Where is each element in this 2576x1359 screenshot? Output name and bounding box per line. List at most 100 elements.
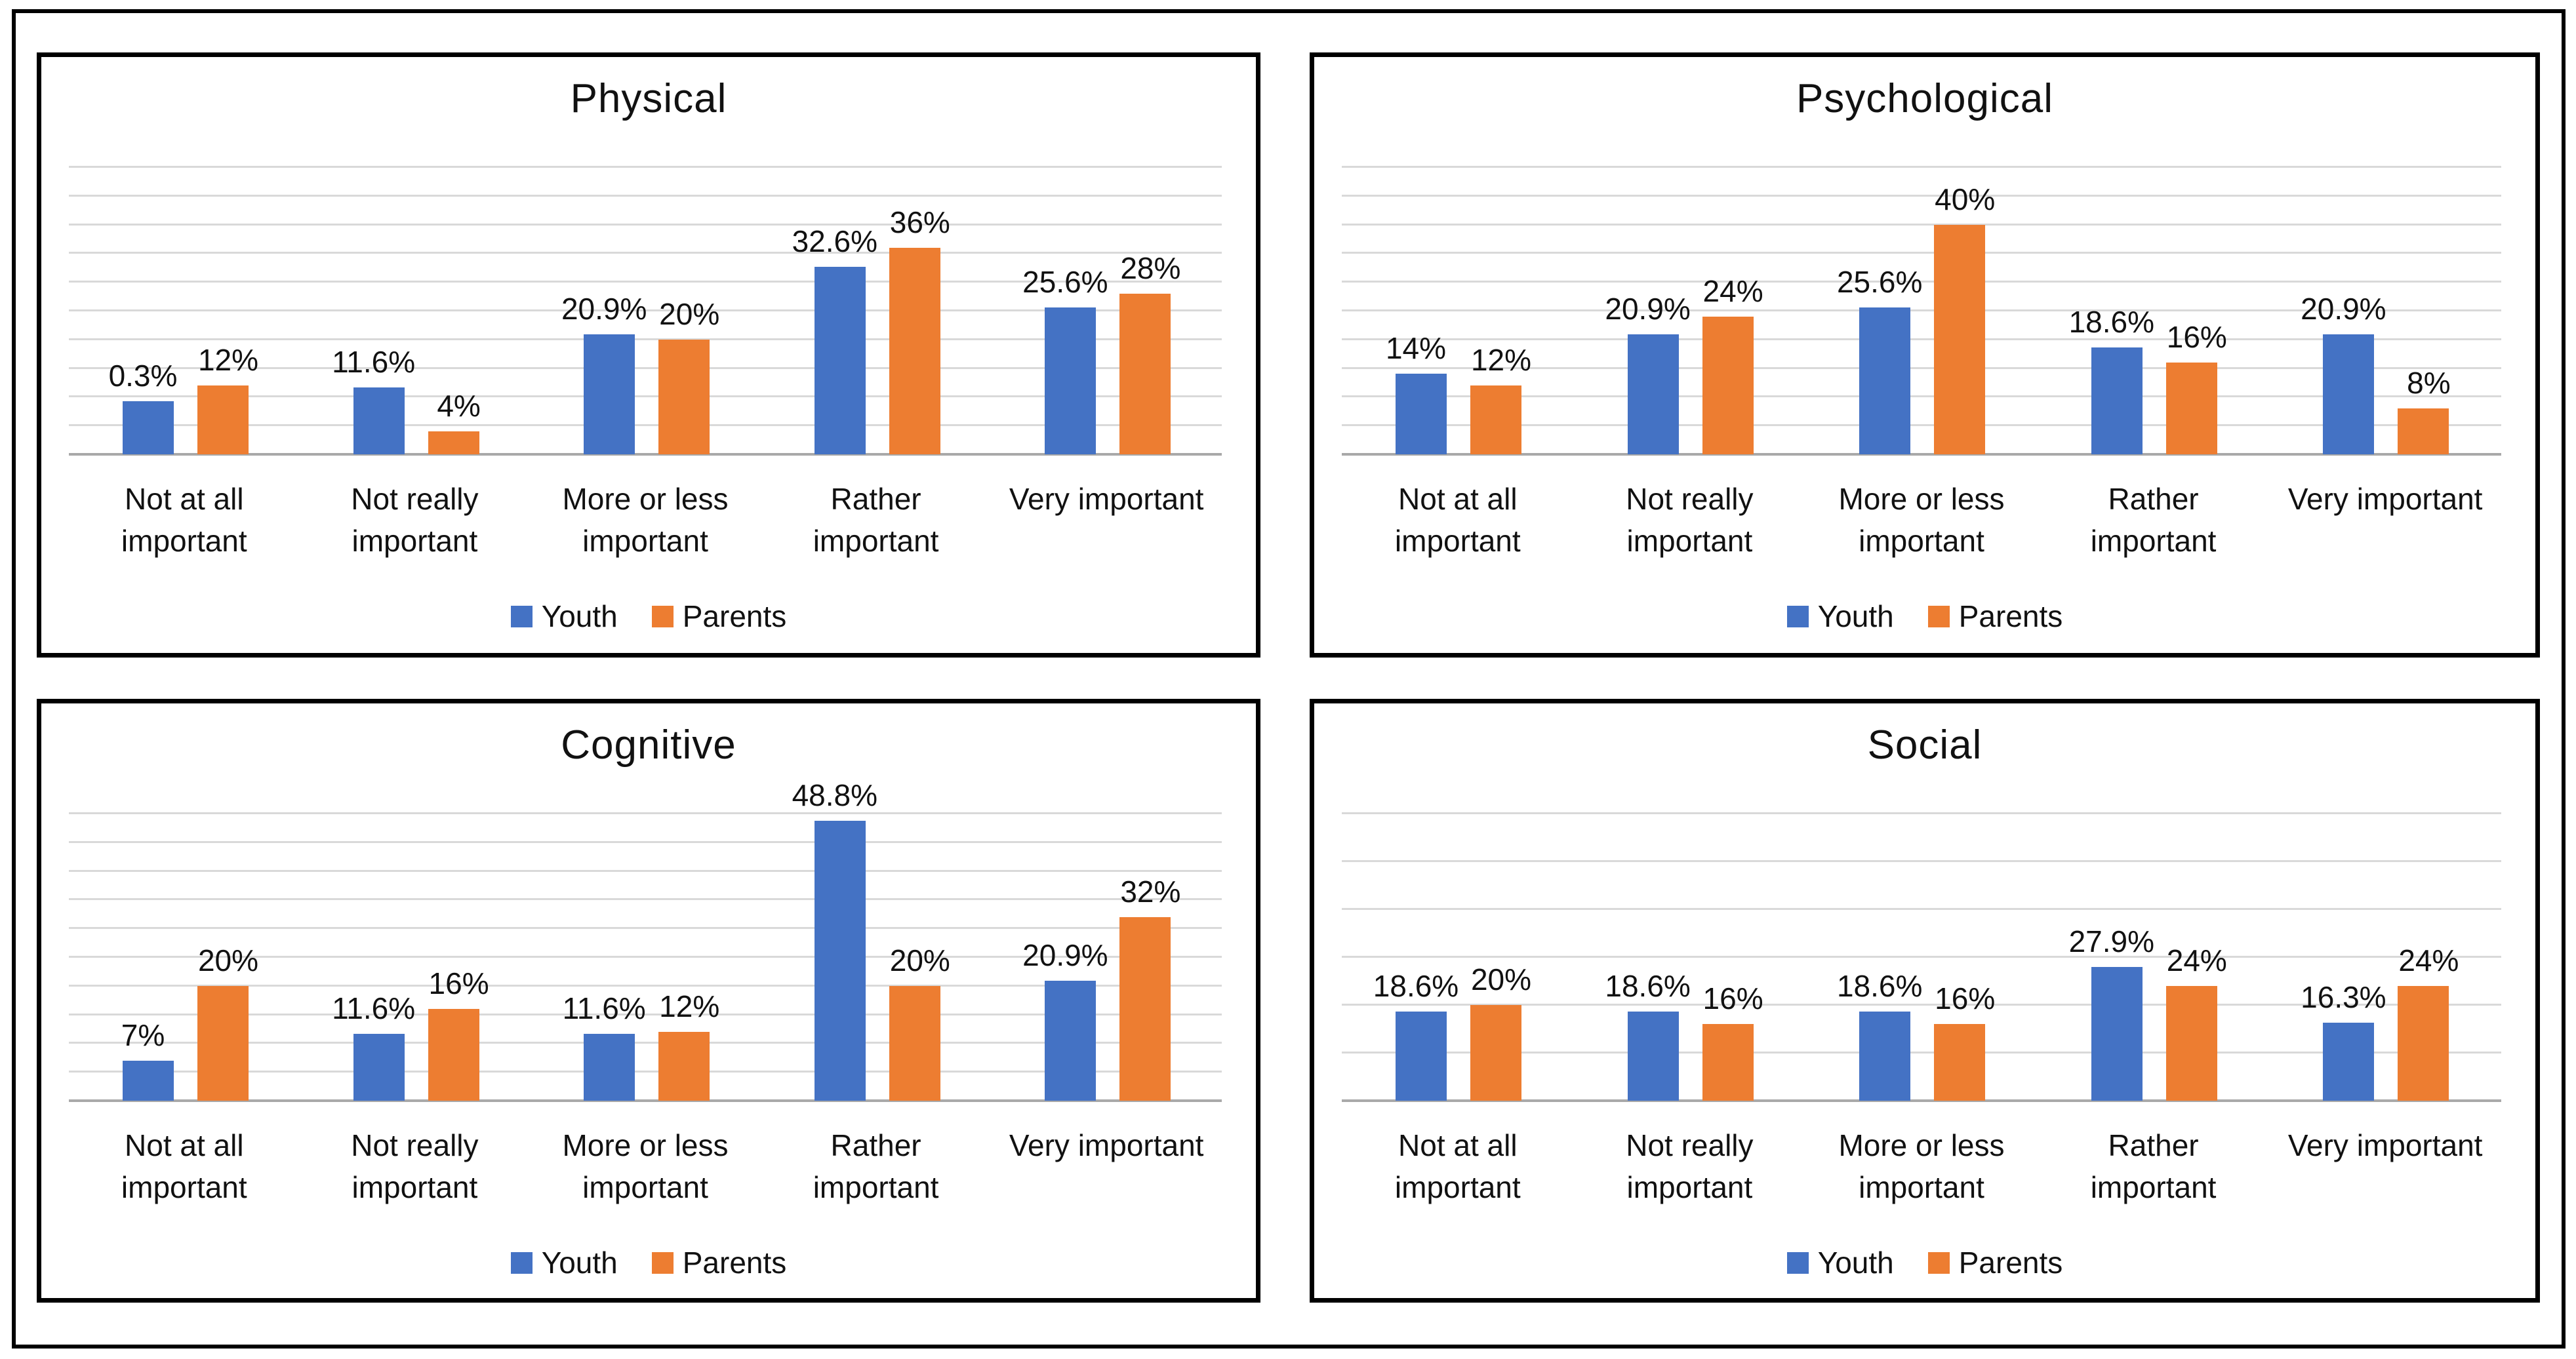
- gridline: [69, 840, 1222, 843]
- category-label-line: Not really: [351, 482, 479, 516]
- chart-panel-physical: Physical 0.3% 12% 11.6% 4% 20.9% 20% 32.6% 36% 25…: [37, 52, 1260, 658]
- category-label-line: Not at all: [125, 1128, 244, 1162]
- category-label-line: More or less: [1838, 482, 2005, 516]
- gridline: [69, 252, 1222, 254]
- category-label-line: important: [2090, 524, 2217, 558]
- bar-group: 20.9% 8%: [2269, 167, 2501, 454]
- legend: Youth Parents: [41, 599, 1256, 634]
- bar-group: 11.6% 12%: [530, 814, 761, 1101]
- bar-youth-1: [1627, 334, 1679, 454]
- gridline: [69, 927, 1222, 930]
- chart-panel-psychological: Psychological 14% 12% 20.9% 24% 25.6% 40% 18.6%…: [1310, 52, 2540, 658]
- bar-value-label: 32%: [1120, 874, 1181, 909]
- gridline: [1342, 252, 2501, 254]
- bar-value-label: 36%: [889, 205, 950, 239]
- gridline: [69, 812, 1222, 814]
- bar-value-label: 18.6%: [1605, 969, 1691, 1004]
- legend-swatch-youth: [1786, 605, 1809, 627]
- category-label: More or less important: [530, 478, 761, 562]
- category-label: Very important: [991, 1124, 1222, 1208]
- bar-value-label: 20.9%: [1605, 291, 1691, 326]
- bar-parents-4: [2398, 408, 2449, 454]
- bar-value-label: 20.9%: [561, 291, 647, 326]
- bar-value-label: 0.3%: [108, 358, 178, 393]
- gridline: [69, 366, 1222, 369]
- bar-value-label: 18.6%: [1836, 969, 1923, 1004]
- gridline: [1342, 366, 2501, 369]
- category-label: More or less important: [1805, 478, 2038, 562]
- bar-value-label: 18.6%: [2068, 305, 2154, 340]
- gridline: [69, 984, 1222, 987]
- bar-group: 16.3% 24%: [2269, 814, 2501, 1101]
- bar-value-label: 48.8%: [792, 778, 877, 812]
- gridline: [69, 194, 1222, 197]
- bar-parents-2: [1934, 1024, 1986, 1101]
- bar-value-label: 16.3%: [2301, 980, 2386, 1015]
- bar-value-label: 12%: [659, 989, 720, 1023]
- bar-parents-2: [658, 1031, 710, 1101]
- bar-parents-0: [1470, 385, 1521, 454]
- bar-youth-0: [123, 401, 174, 454]
- category-label-line: Rather: [2108, 482, 2199, 516]
- bar-parents-2: [1934, 224, 1986, 454]
- category-label: Not really important: [300, 1124, 531, 1208]
- legend-label: Youth: [1817, 1246, 1894, 1280]
- bar-group: 18.6% 16%: [1805, 814, 2038, 1101]
- bar-value-label: 25.6%: [1022, 264, 1108, 299]
- bar-youth-4: [2323, 334, 2375, 454]
- bar-groups: 18.6% 20% 18.6% 16% 18.6% 16% 27.9% 24% 16.3% 24%: [1342, 814, 2501, 1101]
- gridline: [69, 395, 1222, 398]
- legend-swatch-parents: [1927, 605, 1950, 627]
- chart-title: Cognitive: [561, 722, 736, 768]
- category-label: Very important: [2269, 478, 2501, 562]
- bar-youth-3: [2091, 347, 2143, 454]
- category-label-line: Very important: [2287, 1128, 2483, 1162]
- category-label: Not really important: [1574, 478, 1806, 562]
- bar-parents-1: [428, 1008, 479, 1101]
- bar-value-label: 25.6%: [1836, 264, 1923, 299]
- bar-group: 32.6% 36%: [761, 167, 992, 454]
- bar-youth-2: [584, 1034, 635, 1101]
- category-axis: Not at all important Not really important Mo…: [1342, 478, 2501, 562]
- gridline: [1342, 908, 2501, 910]
- category-label-line: Not at all: [125, 482, 244, 516]
- gridline: [69, 1071, 1222, 1073]
- chart-title: Psychological: [1796, 76, 2054, 121]
- bar-youth-2: [584, 334, 635, 454]
- bar-groups: 0.3% 12% 11.6% 4% 20.9% 20% 32.6% 36% 25.6% 28%: [69, 167, 1222, 454]
- gridline: [1342, 812, 2501, 814]
- legend-label: Youth: [1817, 599, 1894, 633]
- x-axis-line: [1342, 453, 2501, 456]
- bar-parents-2: [658, 339, 710, 454]
- bar-value-label: 20%: [889, 943, 950, 977]
- bar-value-label: 20%: [197, 943, 259, 977]
- category-label: Rather important: [2038, 1124, 2270, 1208]
- category-label-line: More or less: [562, 1128, 729, 1162]
- category-label: Not at all important: [1342, 478, 1574, 562]
- category-label: Not at all important: [69, 478, 300, 562]
- category-label-line: Very important: [2287, 482, 2483, 516]
- bar-value-label: 28%: [1120, 250, 1181, 285]
- plot-area: 7% 20% 11.6% 16% 11.6% 12% 48.8% 20% 20.9% 32%: [69, 778, 1222, 1102]
- category-label-line: Not really: [351, 1128, 479, 1162]
- category-label-line: important: [582, 524, 708, 558]
- bar-youth-2: [1859, 1012, 1911, 1101]
- gridline: [1342, 1052, 2501, 1054]
- gridline: [1342, 1004, 2501, 1006]
- category-label: Not really important: [300, 478, 531, 562]
- bar-parents-0: [1470, 1005, 1521, 1101]
- gridline: [69, 898, 1222, 901]
- category-label-line: important: [2090, 1170, 2217, 1204]
- bar-value-label: 40%: [1935, 182, 1996, 216]
- bar-value-label: 20%: [1470, 962, 1532, 996]
- legend-swatch-youth: [1786, 1251, 1809, 1274]
- legend-item-parents: Parents: [651, 1245, 786, 1280]
- category-label-line: Not at all: [1398, 482, 1518, 516]
- bar-value-label: 16%: [2166, 319, 2227, 354]
- category-label-line: important: [813, 1170, 939, 1204]
- category-label-line: important: [813, 524, 939, 558]
- category-label: Rather important: [2038, 478, 2270, 562]
- bar-value-label: 20.9%: [2301, 291, 2386, 326]
- plot-area: 0.3% 12% 11.6% 4% 20.9% 20% 32.6% 36% 25.6% 28%: [69, 166, 1222, 456]
